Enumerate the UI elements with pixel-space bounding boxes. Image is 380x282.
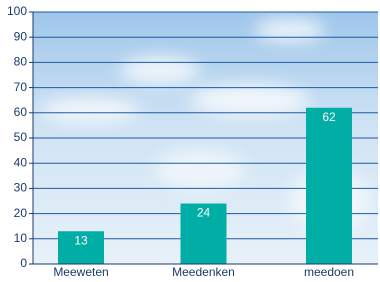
y-tick-label: 30 — [14, 181, 28, 195]
data-label: 62 — [322, 110, 336, 124]
x-tick-label: Meedenken — [172, 265, 235, 279]
y-tick-label: 50 — [14, 130, 28, 144]
x-tick-label: Meeweten — [53, 265, 108, 279]
x-tick-label: meedoen — [304, 265, 354, 279]
chart: 13 24 62 0 10 20 30 40 50 60 70 80 90 100 Meeweten Mee… — [0, 0, 380, 282]
data-label: 24 — [197, 206, 211, 220]
data-label: 13 — [74, 233, 88, 247]
y-tick-label: 10 — [14, 231, 28, 245]
y-tick-label: 40 — [14, 155, 28, 169]
y-tick-label: 90 — [14, 29, 28, 43]
y-tick-label: 60 — [14, 105, 28, 119]
y-tick-label: 20 — [14, 206, 28, 220]
y-tick-label: 100 — [7, 4, 27, 18]
y-tick-label: 70 — [14, 80, 28, 94]
y-tick-label: 0 — [20, 256, 27, 270]
bar — [306, 108, 352, 264]
y-tick-label: 80 — [14, 55, 28, 69]
